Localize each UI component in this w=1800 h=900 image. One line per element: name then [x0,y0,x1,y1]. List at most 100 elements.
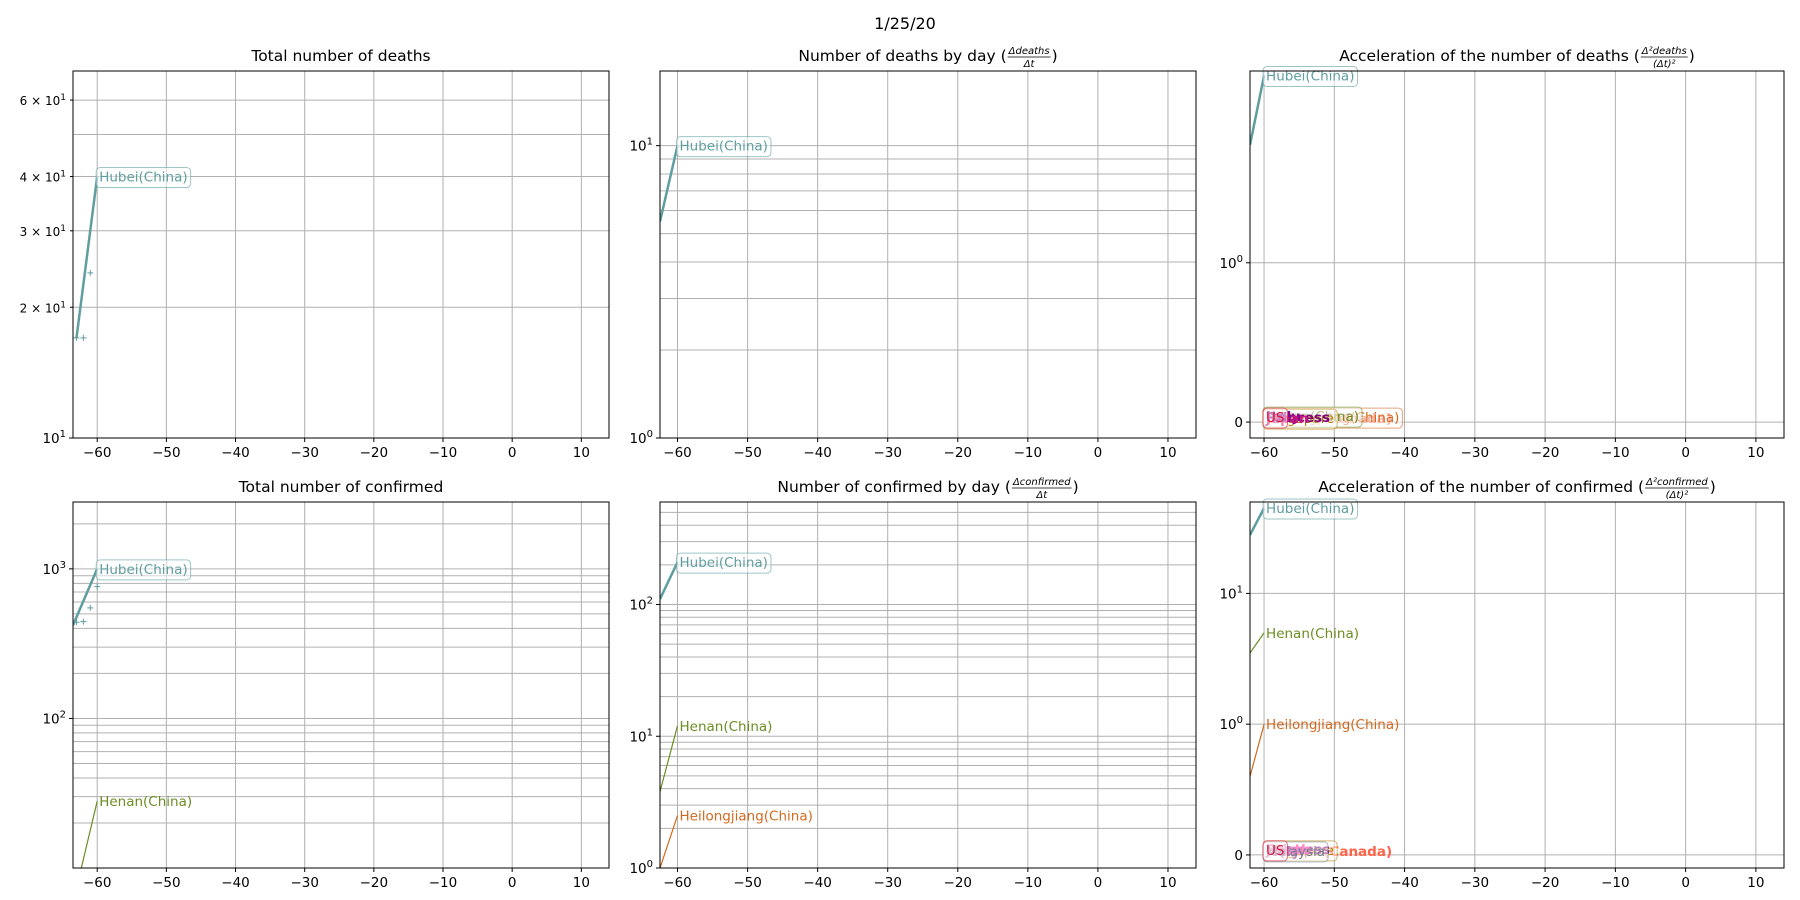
x-tick-label: −50 [152,875,181,891]
y-tick-label: 101 [42,429,66,447]
title-close-paren: ) [1073,478,1079,496]
title-close-paren: ) [1689,47,1695,65]
series-label-box [95,167,192,189]
panel-title: Total number of deaths [250,47,430,65]
x-tick-label: −10 [1014,875,1043,891]
series-group [73,568,101,868]
x-tick-label: −50 [733,875,762,891]
y-tick-label: 100 [1219,254,1243,272]
series-group [660,145,679,222]
series-label-box [676,136,772,158]
data-point-marker [80,334,87,341]
x-tick-label: −20 [360,875,389,891]
x-tick-label: 0 [508,875,517,891]
x-tick-label: −60 [83,875,112,891]
zero-series-label: US [1266,843,1284,859]
x-tick-label: −40 [1390,875,1419,891]
series-line [1250,507,1266,536]
x-tick-label: −50 [1320,445,1349,461]
title-fraction-numerator: Δ²deaths [1641,46,1687,57]
x-tick-label: −40 [221,875,250,891]
panel-title: Number of deaths by day (Δdeaths Δt) [798,46,1057,70]
axes-frame [1249,70,1785,439]
y-tick-label: 101 [629,727,653,745]
series-line [660,145,679,222]
series-line [660,561,679,600]
x-tick-label: 0 [508,445,517,461]
data-point-marker [73,619,80,626]
series-line [660,815,679,868]
y-tick-label: 100 [629,859,653,877]
panel-3: −60−50−40−30−20−100100100Hubei(China)Ont… [1219,46,1785,461]
x-tick-label: −60 [663,875,692,891]
y-tick-label: 103 [42,560,66,578]
x-tick-label: −60 [1250,445,1279,461]
panel-4: −60 −50 −40 −30 −20 −10 0 10 102 103 Hubei(China) H… [42,478,610,891]
y-tick-label: 102 [629,596,653,614]
title-fraction-denominator: (Δt)² [1653,59,1676,70]
x-tick-label: −30 [290,875,319,891]
series-label-box [1262,498,1358,520]
panel-5: −60 −50 −40 −30 −20 −10 0 10 100 101 102 Hubei(Chin… [629,477,1197,891]
series-label: Hubei(China) [99,562,187,578]
x-tick-label: −50 [152,445,181,461]
series-label: Henan(China) [99,794,192,810]
figure-suptitle: 1/25/20 [874,14,936,33]
series-label: Henan(China) [680,719,773,735]
x-tick-label: −20 [360,445,389,461]
series-group [73,176,99,341]
series-group [660,561,679,868]
y-tick-label: 101 [629,137,653,155]
x-tick-label: −50 [733,445,762,461]
series-label: Hubei(China) [1266,68,1354,84]
panel-6: −60 −50 −40 −30 −20 −10 0 100100101Hubei(China)… [1219,477,1785,891]
y-tick-label: 100 [1219,715,1243,733]
series-line [1250,724,1265,777]
x-tick-label: −20 [944,445,973,461]
x-tick-label: −60 [1250,875,1279,891]
panel-2: −60 −50 −40 −30 −20 −10 0 10 100 101 Hubei(China) N… [629,46,1197,461]
data-point-marker [73,334,80,341]
title-fraction-denominator: Δt [1023,59,1036,70]
x-tick-label: 10 [1159,445,1176,461]
y-tick-label: 0 [1234,848,1243,864]
zero-series-label-box [1262,840,1289,862]
y-minor-tick-label: 3 × 101 [20,224,66,239]
x-tick-label: −40 [803,875,832,891]
x-tick-label: 10 [573,445,590,461]
x-tick-label: −30 [873,445,902,461]
title-fraction-denominator: Δt [1035,490,1048,501]
series-group [1250,507,1266,777]
x-tick-label: −30 [873,875,902,891]
series-label: Hubei(China) [99,170,187,186]
panel-title-text: Acceleration of the number of deaths ( [1339,47,1640,65]
x-tick-label: 0 [1094,875,1103,891]
title-fraction-denominator: (Δt)² [1666,490,1689,501]
x-tick-label: −40 [221,445,250,461]
x-tick-label: 10 [1159,875,1176,891]
zero-series-label-box [1262,407,1289,429]
x-tick-label: −10 [1601,445,1630,461]
x-tick-label: −50 [1320,875,1349,891]
title-fraction-numerator: Δdeaths [1008,46,1050,57]
series-label-box [95,559,192,581]
zero-series-label: US [1266,410,1284,426]
data-point-marker [80,618,87,625]
axes-frame [72,501,610,869]
panel-1: −60 −50 −40 −30 −20 −10 0 10 101 2 × 101 3 × 101 4 … [20,47,610,461]
series-label: Hubei(China) [680,139,768,155]
data-point-marker [94,583,101,590]
x-tick-label: −20 [1531,445,1560,461]
x-tick-label: −10 [1014,445,1043,461]
x-tick-label: −30 [290,445,319,461]
series-line [1250,75,1266,146]
series-line [660,725,679,792]
panel-title: Acceleration of the number of confirmed … [1318,477,1716,501]
y-tick-label: 102 [42,709,66,727]
series-label: Henan(China) [1266,626,1359,642]
panel-title-text: Number of confirmed by day ( [777,478,1011,496]
x-tick-label: −30 [1461,875,1490,891]
series-line [75,176,99,339]
y-minor-tick-label: 4 × 101 [20,170,66,185]
axes-frame [659,501,1197,869]
